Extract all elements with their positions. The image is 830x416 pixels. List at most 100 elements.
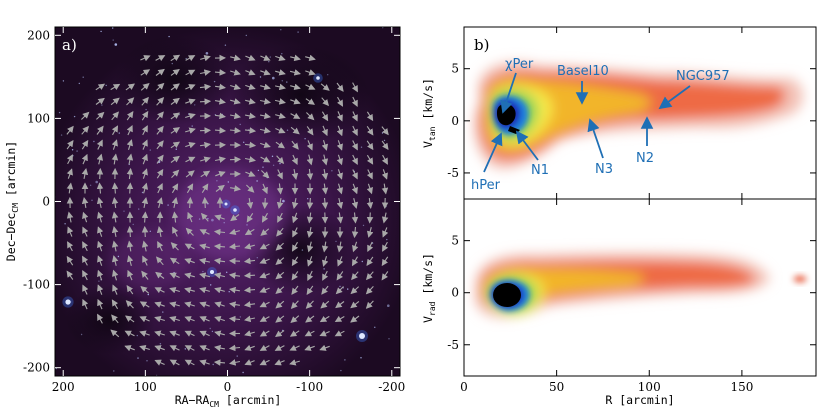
velocity-arrow [184, 359, 195, 366]
velocity-arrow [319, 330, 330, 337]
panel-b-bottom-frame [463, 198, 817, 377]
velocity-arrow [199, 272, 211, 279]
velocity-arrow [351, 212, 359, 224]
velocity-arrow [275, 69, 286, 76]
velocity-arrow [290, 83, 301, 91]
velocity-arrow [156, 226, 164, 238]
velocity-arrow [274, 98, 286, 105]
velocity-arrow [275, 127, 286, 134]
velocity-arrow [276, 169, 283, 180]
velocity-arrow [154, 301, 165, 308]
star [117, 255, 120, 258]
star [78, 82, 81, 85]
velocity-arrow [169, 257, 180, 265]
x-tick-label: 100 [638, 380, 661, 394]
velocity-arrow [306, 241, 314, 253]
star [323, 268, 325, 270]
velocity-arrow [291, 256, 299, 267]
velocity-arrow [96, 182, 104, 194]
velocity-arrow [96, 197, 104, 209]
velocity-arrow [244, 330, 255, 337]
velocity-arrow [381, 256, 389, 267]
velocity-arrow [156, 96, 165, 106]
star [173, 271, 175, 274]
velocity-arrow [274, 344, 285, 351]
velocity-arrow [66, 182, 74, 194]
velocity-arrow [199, 257, 211, 265]
velocity-arrow [275, 141, 286, 149]
velocity-arrow [334, 330, 345, 337]
velocity-arrow [290, 315, 300, 324]
velocity-arrow [141, 168, 148, 179]
velocity-arrow [199, 69, 211, 76]
velocity-arrow [111, 299, 119, 310]
velocity-arrow [97, 240, 104, 252]
star [221, 113, 223, 116]
velocity-arrow [244, 359, 255, 366]
velocity-arrow [289, 344, 300, 351]
velocity-arrow [274, 83, 286, 91]
velocity-arrow [305, 98, 316, 105]
velocity-arrow [351, 256, 359, 267]
velocity-arrow [382, 241, 389, 252]
velocity-arrow [275, 54, 286, 61]
star [146, 360, 148, 362]
velocity-arrow [245, 83, 256, 90]
velocity-arrow [336, 241, 344, 253]
star [191, 125, 193, 127]
velocity-arrow [245, 170, 256, 177]
star [213, 80, 216, 83]
star [207, 203, 209, 205]
velocity-arrow [82, 284, 89, 295]
star [175, 148, 177, 150]
velocity-arrow [110, 97, 120, 106]
star [281, 53, 283, 55]
panel-b-top-ylabel: Vtan [km/s] [421, 78, 437, 148]
velocity-arrow [350, 300, 360, 309]
velocity-arrow [243, 272, 256, 279]
velocity-arrow [81, 168, 89, 180]
star [243, 141, 245, 143]
star [269, 56, 271, 58]
velocity-arrow [170, 127, 181, 134]
velocity-arrow [184, 243, 195, 250]
velocity-arrow [382, 227, 389, 238]
star [123, 210, 125, 212]
velocity-arrow [126, 167, 134, 180]
velocity-arrow [169, 272, 180, 279]
velocity-arrow [111, 139, 118, 150]
velocity-arrow [139, 344, 150, 352]
velocity-arrow [140, 69, 151, 76]
star [268, 61, 270, 63]
star [62, 80, 65, 82]
velocity-arrow [171, 211, 179, 223]
velocity-arrow [214, 69, 227, 76]
velocity-arrow [259, 359, 270, 366]
star [271, 155, 274, 157]
annotation-basel10: Basel10 [557, 64, 609, 79]
velocity-arrow [289, 330, 300, 337]
velocity-arrow [243, 257, 256, 265]
star [383, 139, 386, 142]
velocity-arrow [366, 140, 374, 151]
velocity-arrow [95, 83, 106, 91]
star [97, 303, 99, 305]
star [386, 238, 388, 241]
velocity-arrow [199, 316, 210, 323]
velocity-arrow [156, 140, 164, 150]
velocity-arrow [184, 286, 195, 294]
velocity-arrow [169, 315, 180, 323]
star [327, 74, 329, 76]
velocity-arrow [352, 241, 359, 253]
velocity-arrow [276, 197, 284, 209]
velocity-arrow [260, 228, 270, 236]
velocity-arrow [185, 127, 196, 134]
velocity-arrow [170, 112, 180, 120]
velocity-arrow [277, 212, 284, 223]
velocity-arrow [125, 83, 135, 91]
star [385, 205, 387, 208]
velocity-arrow [230, 69, 241, 76]
velocity-arrow [126, 284, 134, 295]
velocity-arrow [214, 156, 226, 163]
velocity-arrow [259, 272, 270, 279]
